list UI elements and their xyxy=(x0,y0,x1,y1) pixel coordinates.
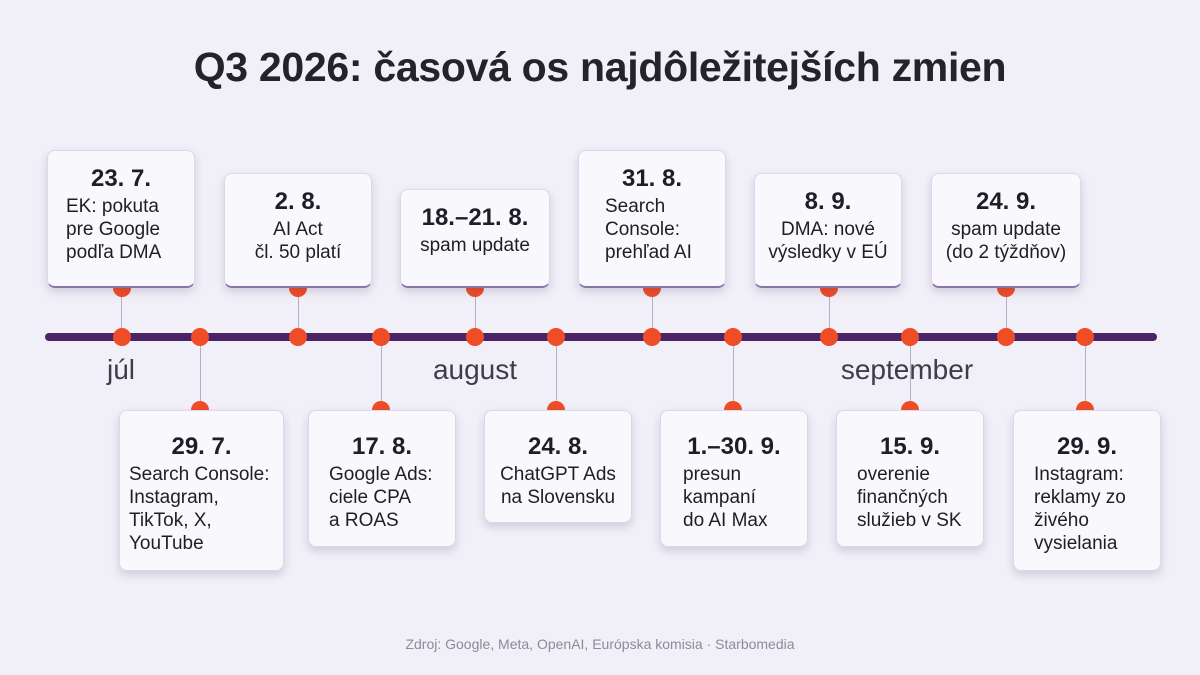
month-label-august: august xyxy=(432,354,518,385)
event-text: spam update (do 2 týždňov) xyxy=(945,219,1067,263)
event-card-bottom: 17. 8. Google Ads: ciele CPA a ROAS xyxy=(308,410,456,547)
connector xyxy=(733,337,734,411)
event-text: EK: pokuta pre Google podľa DMA xyxy=(66,196,162,263)
page-title: Q3 2026: časová os najdôležitejších zmie… xyxy=(193,44,1007,90)
month-label-september: september xyxy=(840,354,974,385)
event-date: 24. 9. xyxy=(975,188,1037,215)
event-date: 15. 9. xyxy=(879,433,941,460)
connector xyxy=(475,288,476,337)
connector xyxy=(200,337,201,411)
event-text: DMA: nové výsledky v EÚ xyxy=(768,219,888,263)
event-date: 24. 8. xyxy=(527,433,589,460)
connector xyxy=(121,288,122,337)
event-card-bottom: 29. 7. Search Console: Instagram, TikTok… xyxy=(119,410,284,571)
event-text: Search Console: Instagram, TikTok, X, Yo… xyxy=(129,464,270,554)
event-card-bottom: 24. 8. ChatGPT Ads na Slovensku xyxy=(484,410,632,523)
connector xyxy=(1006,288,1007,337)
event-text: spam update xyxy=(420,235,530,256)
event-date: 31. 8. xyxy=(621,165,683,192)
connector xyxy=(556,337,557,411)
axis-marker xyxy=(372,328,390,346)
event-card-bottom: 29. 9. Instagram: reklamy zo živého vysi… xyxy=(1013,410,1161,571)
event-text: ChatGPT Ads na Slovensku xyxy=(500,464,616,508)
event-date: 2. 8. xyxy=(274,188,322,215)
axis-marker xyxy=(289,328,307,346)
event-text: overenie finančných služieb v SK xyxy=(857,464,962,531)
month-label-july: júl xyxy=(106,354,136,385)
source-note: Zdroj: Google, Meta, OpenAI, Európska ko… xyxy=(405,636,795,652)
event-date: 29. 9. xyxy=(1056,433,1118,460)
axis-marker xyxy=(997,328,1015,346)
event-card-bottom: 15. 9. overenie finančných služieb v SK xyxy=(836,410,984,547)
connector xyxy=(1085,337,1086,411)
event-date: 17. 8. xyxy=(351,433,413,460)
connector xyxy=(298,288,299,337)
event-card-top: 18.–21. 8. spam update xyxy=(400,189,550,288)
event-card-top: 8. 9. DMA: nové výsledky v EÚ xyxy=(754,173,902,288)
event-text: Search Console: prehľad AI xyxy=(605,196,692,263)
axis-marker xyxy=(1076,328,1094,346)
event-text: AI Act čl. 50 platí xyxy=(254,219,342,263)
event-text: Instagram: reklamy zo živého vysielania xyxy=(1034,464,1126,554)
event-date: 8. 9. xyxy=(804,188,852,215)
axis-marker xyxy=(643,328,661,346)
event-text: presun kampaní do AI Max xyxy=(683,464,768,531)
event-date: 1.–30. 9. xyxy=(687,433,781,460)
event-card-top: 2. 8. AI Act čl. 50 platí xyxy=(224,173,372,288)
event-date: 18.–21. 8. xyxy=(421,204,529,231)
axis-marker xyxy=(820,328,838,346)
axis-marker xyxy=(466,328,484,346)
event-card-top: 24. 9. spam update (do 2 týždňov) xyxy=(931,173,1081,288)
connector xyxy=(910,337,911,411)
axis-marker xyxy=(547,328,565,346)
axis-marker xyxy=(724,328,742,346)
event-card-bottom: 1.–30. 9. presun kampaní do AI Max xyxy=(660,410,808,547)
connector xyxy=(652,288,653,337)
connector xyxy=(829,288,830,337)
event-date: 29. 7. xyxy=(171,433,232,460)
event-card-top: 23. 7. EK: pokuta pre Google podľa DMA xyxy=(47,150,195,288)
axis-marker xyxy=(113,328,131,346)
timeline-axis xyxy=(45,333,1157,341)
event-card-top: 31. 8. Search Console: prehľad AI xyxy=(578,150,726,288)
axis-marker xyxy=(901,328,919,346)
axis-marker xyxy=(191,328,209,346)
event-text: Google Ads: ciele CPA a ROAS xyxy=(329,464,433,531)
connector xyxy=(381,337,382,411)
event-date: 23. 7. xyxy=(90,165,152,192)
